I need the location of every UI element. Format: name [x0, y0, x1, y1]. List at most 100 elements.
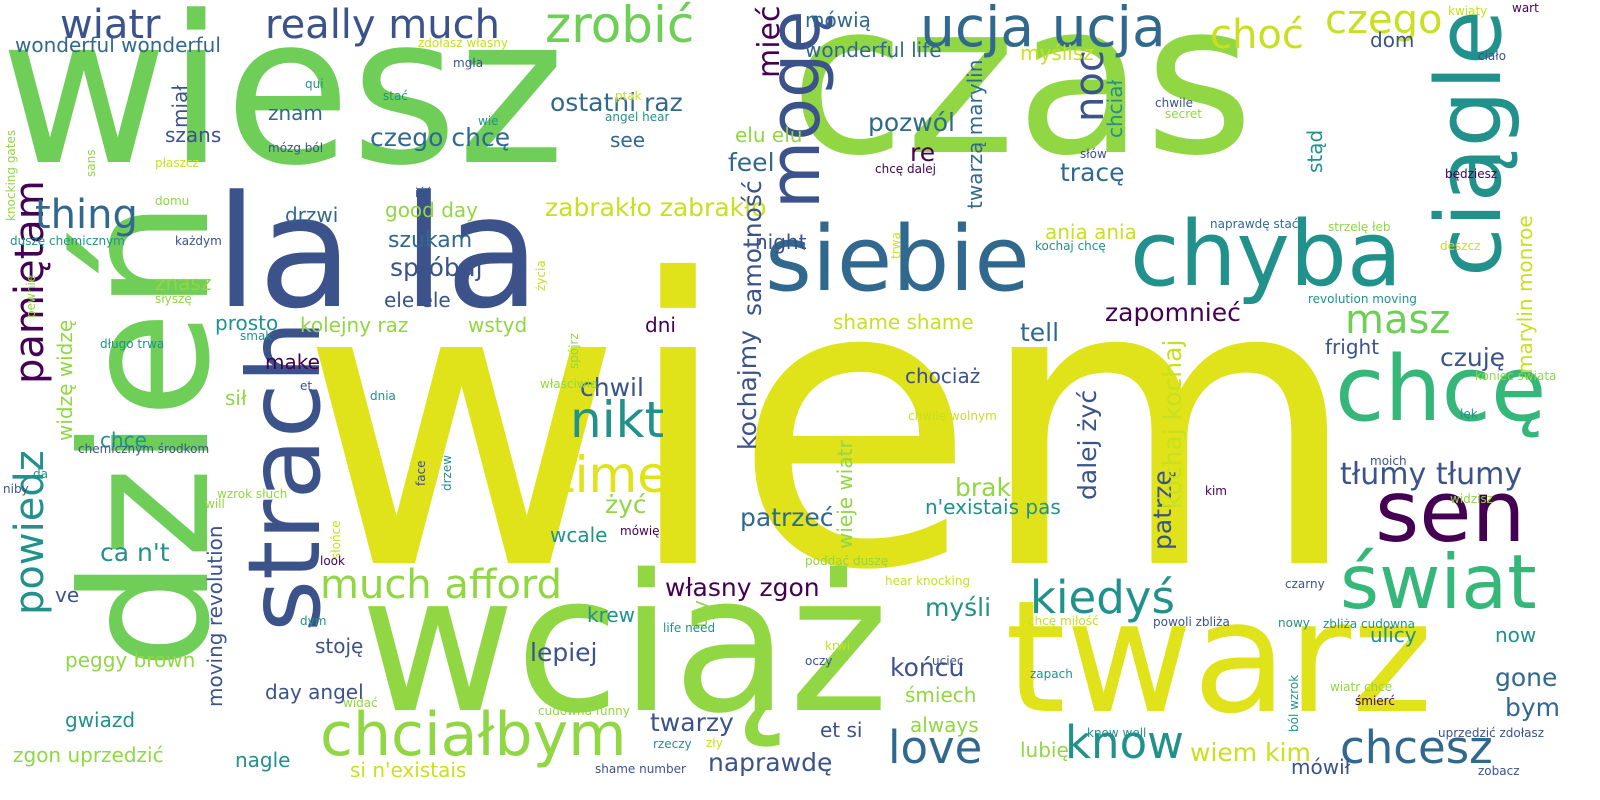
word-48: ele ele — [384, 288, 451, 312]
word-180: zapach — [1030, 667, 1073, 681]
word-126: ania ania — [1045, 220, 1137, 244]
word-191: shame number — [595, 762, 686, 776]
word-186: śmierć — [1355, 694, 1395, 708]
word-103: stąd — [1303, 129, 1327, 173]
word-166: mówię — [620, 524, 660, 538]
word-146: chwile — [1155, 96, 1194, 110]
word-89: śmiech — [905, 683, 977, 707]
word-63: wcale — [550, 523, 608, 547]
word-9: chyba — [1130, 202, 1403, 307]
word-106: kwiaty — [1448, 4, 1488, 18]
word-71: peggy brown — [65, 648, 196, 672]
word-73: twarzy — [650, 708, 734, 737]
word-36: lepiej — [530, 638, 598, 667]
word-30: masz — [1345, 297, 1451, 343]
word-160: wzrok słuch — [217, 487, 288, 501]
word-93: elu elu — [735, 123, 803, 147]
word-128: night — [755, 230, 807, 254]
word-94: re — [910, 138, 936, 167]
word-8: siebie — [765, 207, 1030, 312]
word-154: smak — [240, 329, 273, 343]
word-77: bym — [1505, 693, 1561, 722]
word-158: niby — [3, 482, 29, 496]
word-112: stać — [383, 89, 408, 103]
word-96: znam — [268, 101, 323, 125]
word-101: twarzą marylin — [963, 59, 987, 209]
word-50: wstyd — [468, 313, 528, 337]
word-189: mówił — [1291, 755, 1351, 779]
word-28: love — [888, 721, 983, 774]
word-91: tracę — [1060, 158, 1125, 187]
word-104: mówią — [805, 8, 871, 32]
word-85: nagle — [235, 748, 291, 772]
word-38: wonderful life — [805, 38, 942, 62]
word-109: zdołasz własny — [418, 36, 508, 50]
word-82: gwiazd — [65, 708, 136, 732]
word-135: koniec świata — [1475, 369, 1557, 383]
word-133: revolution moving — [1308, 292, 1417, 306]
word-21: really much — [265, 2, 500, 48]
word-95: see — [610, 128, 646, 152]
word-98: sił — [225, 386, 247, 410]
word-69: ca n't — [100, 538, 170, 567]
word-150: dnia — [370, 389, 396, 403]
word-171: stoję — [315, 634, 364, 658]
word-102: chciał — [1103, 79, 1127, 138]
word-62: patrzeć — [740, 503, 834, 532]
word-44: spróbuj — [390, 253, 483, 282]
word-20: wiatr — [60, 2, 161, 48]
word-54: zapomnieć — [1105, 298, 1241, 327]
word-47: good day — [385, 198, 479, 222]
word-139: chwilę wolnym — [908, 409, 997, 423]
word-149: chemicznym środkom — [78, 442, 210, 456]
word-107: wart — [1512, 1, 1539, 15]
word-51: prosto — [215, 311, 279, 335]
word-11: chcę — [1335, 337, 1547, 442]
word-110: mgła — [453, 56, 484, 70]
word-45: szukam — [388, 228, 473, 253]
word-15: chciałbym — [320, 700, 627, 770]
word-39: czego chcę — [370, 123, 511, 152]
word-123: angel hear — [605, 110, 670, 124]
word-65: własny zgon — [665, 573, 820, 602]
word-125: iść — [415, 186, 432, 200]
word-193: zły — [706, 736, 723, 750]
word-46: drzwi — [285, 203, 339, 227]
word-68: chwil — [580, 373, 644, 402]
word-168: hear knocking — [885, 574, 971, 588]
word-172: dym — [300, 614, 327, 628]
word-92: feel — [728, 148, 775, 177]
word-40: ostatni raz — [550, 88, 683, 117]
word-187: uprzedzić zdołasz — [1438, 726, 1545, 740]
word-155: długo trwa — [100, 337, 165, 351]
word-90: dom — [1370, 28, 1415, 52]
word-130: naprawdę stać — [1210, 217, 1299, 231]
word-88: lubię — [1020, 738, 1069, 762]
word-79: now — [1495, 623, 1537, 647]
word-129: kochaj chcę — [1035, 239, 1106, 253]
word-84: si n'existais — [350, 758, 467, 782]
word-24: time — [555, 446, 668, 504]
word-116: płaszcz — [155, 156, 199, 170]
word-176: uciec — [932, 654, 964, 668]
word-144: będziesz — [1445, 167, 1498, 181]
word-14: świat — [1340, 538, 1537, 626]
word-12: sen — [1375, 463, 1526, 562]
word-195: życia — [534, 260, 548, 291]
word-76: gone — [1495, 663, 1558, 692]
word-33: mieć — [752, 5, 787, 78]
word-132: deszcz — [1440, 239, 1481, 253]
word-170: krew — [587, 603, 636, 627]
word-169: czarny — [1285, 577, 1325, 591]
word-121: sans — [84, 149, 98, 177]
word-165: właściwie — [540, 377, 598, 391]
word-137: chociaż — [905, 364, 981, 388]
word-37: wonderful wonderful — [15, 33, 221, 57]
word-143: widzisz — [1450, 492, 1493, 506]
word-29: chcesz — [1340, 721, 1493, 774]
word-131: strzelę łeb — [1328, 220, 1391, 234]
word-22: thing — [35, 192, 138, 238]
word-141: moich — [1370, 454, 1407, 468]
word-35: pozwól — [868, 108, 955, 137]
word-32: choć — [1210, 12, 1304, 58]
